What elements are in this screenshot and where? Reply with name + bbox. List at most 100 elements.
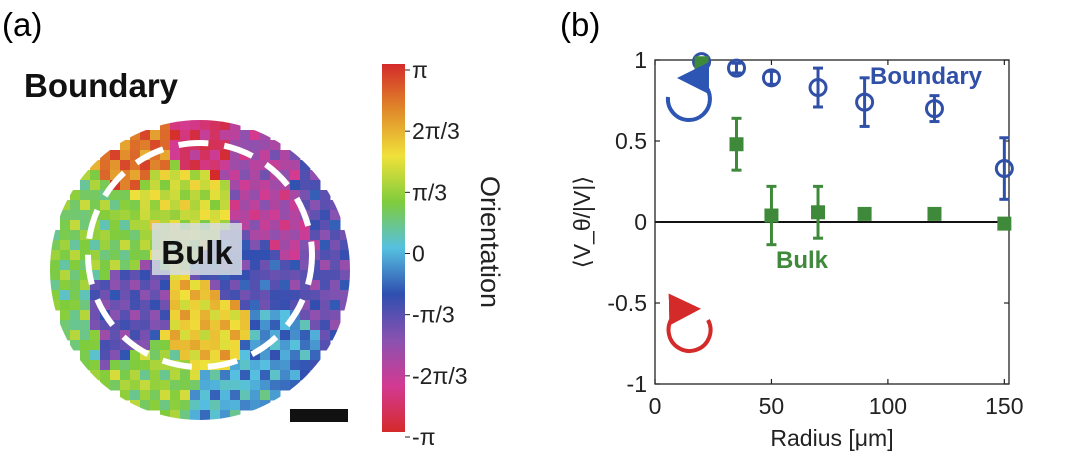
orientation-pixel <box>140 180 151 191</box>
orientation-pixel <box>310 270 321 281</box>
orientation-pixel <box>140 190 151 201</box>
orientation-pixel <box>140 200 151 211</box>
orientation-pixel <box>170 150 181 161</box>
orientation-pixel <box>210 410 221 420</box>
orientation-pixel <box>290 350 301 361</box>
orientation-pixel <box>140 370 151 381</box>
orientation-pixel <box>160 140 171 151</box>
orientation-pixel <box>310 220 321 231</box>
orientation-pixel <box>230 270 241 281</box>
orientation-pixel <box>200 330 211 341</box>
orientation-pixel <box>60 280 71 291</box>
orientation-pixel <box>120 280 131 291</box>
orientation-pixel <box>90 160 101 171</box>
orientation-pixel <box>200 200 211 211</box>
orientation-pixel <box>240 180 251 191</box>
orientation-pixel <box>130 310 141 321</box>
orientation-pixel <box>290 370 301 381</box>
orientation-pixel <box>270 150 281 161</box>
orientation-pixel <box>150 350 161 361</box>
orientation-pixel <box>260 390 271 401</box>
orientation-pixel <box>290 220 301 231</box>
orientation-pixel <box>110 280 121 291</box>
orientation-pixel <box>210 340 221 351</box>
orientation-pixel <box>220 410 231 420</box>
orientation-pixel <box>340 290 350 301</box>
orientation-pixel <box>310 340 321 351</box>
orientation-pixel <box>270 250 281 261</box>
orientation-pixel <box>190 410 201 420</box>
orientation-pixel <box>240 380 251 391</box>
orientation-pixel <box>210 350 221 361</box>
orientation-pixel <box>240 360 251 371</box>
orientation-pixel <box>120 240 131 251</box>
orientation-pixel <box>160 330 171 341</box>
orientation-pixel <box>300 290 311 301</box>
orientation-pixel <box>160 410 171 420</box>
orientation-pixel <box>50 260 61 271</box>
orientation-pixel <box>100 290 111 301</box>
orientation-pixel <box>320 190 331 201</box>
orientation-pixel <box>250 170 261 181</box>
orientation-pixel <box>90 260 101 271</box>
orientation-pixel <box>260 210 271 221</box>
orientation-pixel <box>130 240 141 251</box>
orientation-pixel <box>120 160 131 171</box>
orientation-pixel <box>80 170 91 181</box>
orientation-pixel <box>240 300 251 311</box>
orientation-pixel <box>320 300 331 311</box>
orientation-pixel <box>290 250 301 261</box>
orientation-pixel <box>290 320 301 331</box>
orientation-pixel <box>120 150 131 161</box>
orientation-pixel <box>260 320 271 331</box>
orientation-pixel <box>210 300 221 311</box>
orientation-pixel <box>280 370 291 381</box>
orientation-pixel <box>300 350 311 361</box>
orientation-pixel <box>240 140 251 151</box>
orientation-pixel <box>250 300 261 311</box>
orientation-pixel <box>280 160 291 171</box>
orientation-pixel <box>60 200 71 211</box>
data-point-bulk <box>857 206 872 221</box>
orientation-pixel <box>200 360 211 371</box>
orientation-pixel <box>280 150 291 161</box>
orientation-pixel <box>200 320 211 331</box>
orientation-pixel <box>300 170 311 181</box>
colorbar-tick-label: -π/3 <box>412 302 455 328</box>
orientation-pixel <box>110 250 121 261</box>
orientation-pixel <box>200 130 211 141</box>
orientation-pixel <box>120 370 131 381</box>
orientation-pixel <box>250 250 261 261</box>
orientation-pixel <box>250 330 261 341</box>
orientation-pixel <box>320 330 331 341</box>
orientation-pixel <box>180 370 191 381</box>
orientation-pixel <box>90 300 101 311</box>
orientation-pixel <box>270 240 281 251</box>
orientation-pixel <box>60 300 71 311</box>
series-bulk <box>694 56 1012 247</box>
orientation-pixel <box>260 260 271 271</box>
orientation-pixel <box>160 360 171 371</box>
orientation-pixel <box>70 200 81 211</box>
orientation-pixel <box>140 230 151 241</box>
y-tick-label: 0 <box>634 209 647 235</box>
orientation-pixel <box>290 380 301 391</box>
orientation-pixel <box>110 170 121 181</box>
orientation-pixel <box>110 230 121 241</box>
orientation-pixel <box>260 240 271 251</box>
orientation-pixel <box>150 300 161 311</box>
orientation-pixel <box>300 260 311 271</box>
orientation-pixel <box>240 370 251 381</box>
orientation-pixel <box>220 200 231 211</box>
orientation-pixel <box>210 150 221 161</box>
orientation-pixel <box>170 400 181 411</box>
orientation-pixel <box>90 250 101 261</box>
orientation-pixel <box>120 260 131 271</box>
panel-b-label: (b) <box>560 6 600 43</box>
orientation-pixel <box>90 290 101 301</box>
orientation-pixel <box>140 290 151 301</box>
orientation-pixel <box>160 320 171 331</box>
orientation-pixel <box>300 180 311 191</box>
orientation-pixel <box>320 240 331 251</box>
orientation-pixel <box>140 360 151 371</box>
